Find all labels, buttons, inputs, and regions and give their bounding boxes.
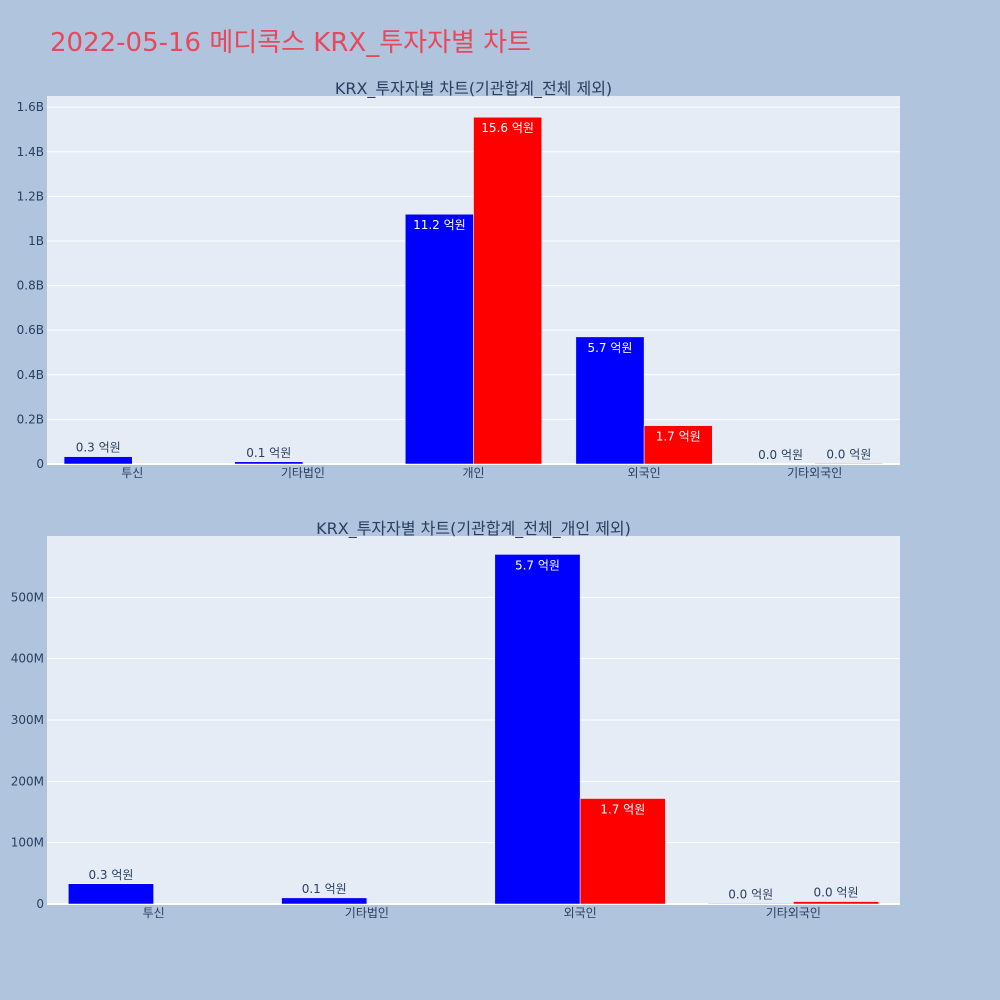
chart-title: KRX_투자자별 차트(기관합계_전체 제외) xyxy=(335,79,612,99)
data-label: 5.7 억원 xyxy=(515,558,560,572)
x-tick-label: 외국인 xyxy=(628,466,661,480)
y-tick-label: 0.2B xyxy=(17,412,44,426)
data-label: 11.2 억원 xyxy=(413,218,466,232)
x-tick-label: 기타법인 xyxy=(281,466,325,480)
x-tick-label: 기타외국인 xyxy=(787,466,842,480)
bar xyxy=(281,897,368,905)
data-label: 0.0 억원 xyxy=(758,448,803,462)
y-tick-label: 0 xyxy=(36,897,44,911)
bar xyxy=(707,903,794,905)
data-label: 0.3 억원 xyxy=(88,868,133,882)
y-tick-label: 1.4B xyxy=(17,145,44,159)
bar xyxy=(643,425,713,465)
chart-1: KRX_투자자별 차트(기관합계_전체 제외) 0 0.2B 0.4B 0.6B 0.8B… xyxy=(17,79,900,480)
y-tick-label: 0.8B xyxy=(17,279,44,293)
y-tick-label: 0 xyxy=(36,457,44,471)
bar xyxy=(494,554,581,905)
data-label: 1.7 억원 xyxy=(656,430,701,444)
y-tick-label: 1B xyxy=(28,234,44,248)
y-tick-label: 500M xyxy=(11,590,44,604)
data-label: 0.0 억원 xyxy=(826,447,871,461)
x-tick-label: 외국인 xyxy=(564,906,597,920)
data-label: 1.7 억원 xyxy=(600,803,645,817)
x-tick-label: 기타외국인 xyxy=(766,906,821,920)
bar xyxy=(814,463,884,465)
y-tick-label: 400M xyxy=(11,652,44,666)
bar xyxy=(579,798,666,905)
data-label: 0.0 억원 xyxy=(814,886,859,900)
bar xyxy=(575,336,645,465)
x-tick-label: 기타법인 xyxy=(345,906,389,920)
page-title: 2022-05-16 메디콕스 KRX_투자자별 차트 xyxy=(50,28,532,58)
y-tick-label: 200M xyxy=(11,774,44,788)
data-label: 5.7 억원 xyxy=(587,341,632,355)
x-tick-label: 개인 xyxy=(462,466,484,480)
y-tick-label: 0.4B xyxy=(17,368,44,382)
y-tick-label: 1.2B xyxy=(17,189,44,203)
bar xyxy=(793,901,879,905)
data-label: 0.0 억원 xyxy=(728,887,773,901)
data-label: 0.1 억원 xyxy=(246,446,291,460)
y-tick-label: 100M xyxy=(11,836,44,850)
data-label: 15.6 억원 xyxy=(481,121,534,135)
chart-2: KRX_투자자별 차트(기관합계_전체_개인 제외) 0 100M 200M 300M 4… xyxy=(11,519,900,920)
bar xyxy=(234,461,304,465)
bar xyxy=(473,116,542,465)
data-label: 0.3 억원 xyxy=(76,441,121,455)
x-tick-label: 투신 xyxy=(143,906,165,920)
y-tick-label: 0.6B xyxy=(17,323,44,337)
bar xyxy=(405,213,474,465)
chart-title: KRX_투자자별 차트(기관합계_전체_개인 제외) xyxy=(316,519,631,539)
x-tick-label: 투신 xyxy=(121,466,143,480)
y-tick-label: 300M xyxy=(11,713,44,727)
bar xyxy=(63,456,133,465)
y-tick-label: 1.6B xyxy=(17,100,44,114)
data-label: 0.1 억원 xyxy=(302,882,347,896)
bar xyxy=(68,883,154,905)
